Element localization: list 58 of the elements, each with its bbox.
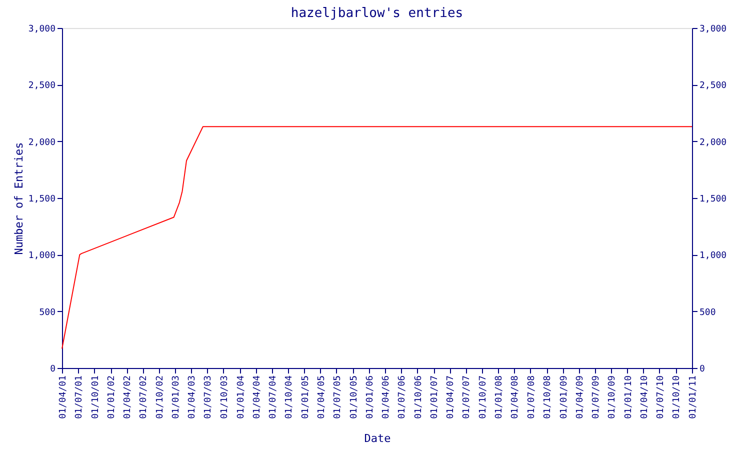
y-tick-label: 1,000 bbox=[28, 251, 56, 262]
x-tick-label: 01/01/10 bbox=[624, 376, 634, 419]
x-tick-label: 01/01/02 bbox=[107, 376, 118, 419]
x-tick-label: 01/07/10 bbox=[656, 376, 666, 419]
x-tick-label: 01/01/09 bbox=[559, 376, 570, 419]
x-tick-label: 01/10/05 bbox=[349, 376, 360, 419]
x-tick-label: 01/01/07 bbox=[430, 376, 440, 419]
y-tick-label: 3,000 bbox=[28, 24, 56, 34]
x-tick-label: 01/04/06 bbox=[381, 376, 392, 419]
x-tick-label: 01/04/02 bbox=[123, 376, 134, 419]
x-tick-label: 01/01/05 bbox=[300, 376, 311, 419]
y-tick-label: 2,500 bbox=[28, 81, 56, 92]
x-tick-label: 01/07/07 bbox=[462, 376, 472, 419]
x-tick-label: 01/10/06 bbox=[414, 376, 424, 419]
x-tick-label: 01/01/04 bbox=[236, 376, 246, 419]
x-tick-label: 01/01/06 bbox=[366, 376, 376, 419]
x-tick-label: 01/10/09 bbox=[608, 376, 618, 419]
x-tick-label: 01/04/04 bbox=[252, 376, 262, 419]
x-tick-label: 01/07/06 bbox=[398, 376, 408, 419]
x-tick-label: 01/07/02 bbox=[139, 376, 150, 419]
y-tick-label: 2,000 bbox=[28, 138, 56, 148]
x-axis-title: Date bbox=[364, 432, 391, 445]
x-tick-label: 01/04/07 bbox=[446, 376, 456, 419]
x-tick-label: 01/07/09 bbox=[591, 376, 602, 419]
x-tick-label: 01/04/05 bbox=[316, 376, 327, 419]
y2-tick-label: 2,500 bbox=[700, 81, 727, 92]
x-tick-label: 01/10/03 bbox=[220, 376, 230, 419]
y-tick-label: 500 bbox=[39, 308, 56, 318]
x-tick-label: 01/04/01 bbox=[58, 376, 68, 419]
x-tick-label: 01/10/01 bbox=[90, 376, 101, 419]
y-axis-title: Number of Entries bbox=[12, 142, 26, 255]
chart-title: hazeljbarlow's entries bbox=[290, 6, 464, 21]
x-tick-label: 01/10/04 bbox=[284, 376, 295, 419]
x-tick-label: 01/07/08 bbox=[526, 376, 537, 419]
y2-tick-label: 500 bbox=[700, 308, 716, 318]
y-tick-label: 1,500 bbox=[28, 194, 56, 204]
x-tick-label: 01/10/07 bbox=[478, 376, 488, 419]
x-tick-label: 01/10/08 bbox=[543, 376, 554, 419]
x-tick-label: 01/01/03 bbox=[172, 376, 182, 419]
x-tick-label: 01/07/03 bbox=[204, 376, 214, 419]
x-tick-label: 01/04/09 bbox=[575, 376, 586, 419]
y2-tick-label: 0 bbox=[700, 364, 705, 374]
x-tick-label: 01/07/05 bbox=[332, 376, 343, 419]
x-tick-label: 01/01/11 bbox=[688, 376, 698, 419]
x-tick-label: 01/10/10 bbox=[672, 376, 682, 419]
x-tick-label: 01/04/08 bbox=[510, 376, 521, 419]
x-tick-label: 01/01/08 bbox=[494, 376, 505, 419]
x-tick-label: 01/04/10 bbox=[640, 376, 650, 419]
y2-tick-label: 1,000 bbox=[700, 251, 727, 262]
y2-tick-label: 2,000 bbox=[700, 138, 727, 148]
x-tick-label: 01/10/02 bbox=[155, 376, 166, 419]
line-series bbox=[62, 126, 692, 350]
x-tick-label: 01/04/03 bbox=[188, 376, 198, 419]
x-tick-label: 01/07/01 bbox=[74, 376, 85, 419]
y2-tick-label: 3,000 bbox=[700, 24, 727, 34]
y2-tick-label: 1,500 bbox=[700, 194, 727, 204]
x-tick-label: 01/07/04 bbox=[268, 376, 278, 419]
y-tick-label: 0 bbox=[50, 364, 56, 374]
